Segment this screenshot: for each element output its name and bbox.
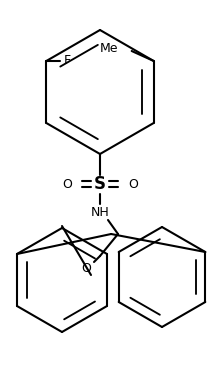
Text: Me: Me	[100, 43, 119, 55]
Text: O: O	[128, 178, 138, 190]
Text: O: O	[81, 262, 91, 275]
Text: F: F	[63, 55, 71, 68]
Text: NH: NH	[91, 206, 109, 218]
Text: O: O	[62, 178, 72, 190]
Text: S: S	[94, 175, 106, 193]
